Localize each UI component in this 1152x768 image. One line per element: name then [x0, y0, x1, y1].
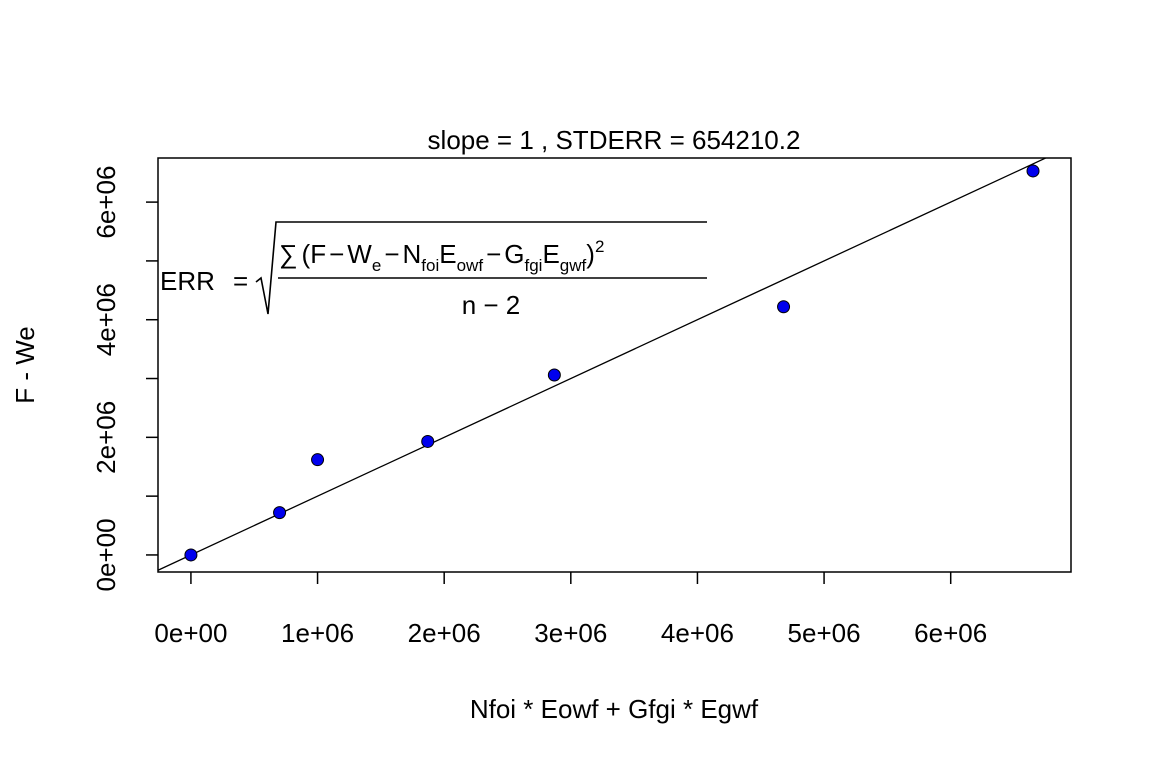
fit-line	[158, 158, 1048, 571]
minus-2: −	[384, 239, 399, 269]
minus-1: −	[329, 239, 344, 269]
x-tick-label: 5e+06	[788, 618, 861, 648]
x-tick-label: 0e+00	[154, 618, 227, 648]
sum-symbol: ∑	[279, 239, 298, 269]
term-e2-sub: gwf	[560, 256, 587, 275]
denominator: n − 2	[462, 290, 521, 320]
term-n-sub: foi	[421, 256, 439, 275]
data-point	[421, 434, 435, 448]
term-g: G	[504, 239, 524, 269]
term-g-sub: fgi	[524, 256, 542, 275]
y-axis-label: F - We	[10, 326, 40, 404]
chart-title: slope = 1 , STDERR = 654210.2	[428, 125, 801, 155]
plot-frame	[157, 157, 1072, 573]
data-point	[1026, 164, 1040, 178]
y-axis: 0e+00 2e+06 4e+06 6e+06	[91, 166, 158, 591]
x-tick-label: 4e+06	[661, 618, 734, 648]
term-e2: E	[542, 239, 559, 269]
data-point	[547, 368, 561, 382]
x-tick-label: 1e+06	[281, 618, 354, 648]
close-paren: )	[586, 239, 595, 269]
data-point	[311, 453, 325, 467]
data-point	[184, 548, 198, 562]
open-paren: (	[302, 239, 311, 269]
power-two: 2	[595, 237, 604, 256]
y-tick-label: 4e+06	[91, 283, 121, 356]
err-equation: ERR = ∑ (F − We − NfoiEowf − GfgiEgwf)2 n − 2	[160, 221, 707, 320]
x-axis: 0e+00 1e+06 2e+06 3e+06 4e+06 5e+06 6e+06	[154, 572, 987, 648]
x-tick-label: 3e+06	[534, 618, 607, 648]
fit-line-group	[158, 158, 1048, 571]
term-w-sub: e	[372, 256, 381, 275]
data-point	[273, 506, 287, 520]
x-axis-label: Nfoi * Eowf + Gfgi * Egwf	[470, 694, 759, 724]
y-tick-label: 0e+00	[91, 518, 121, 591]
numerator: ∑ (F − We − NfoiEowf − GfgiEgwf)2	[279, 237, 604, 275]
term-n: N	[403, 239, 422, 269]
equation-lhs: ERR	[160, 266, 215, 296]
term-e1: E	[439, 239, 456, 269]
term-e1-sub: owf	[457, 256, 484, 275]
minus-3: −	[486, 239, 501, 269]
x-tick-label: 2e+06	[408, 618, 481, 648]
y-tick-label: 6e+06	[91, 166, 121, 239]
equation-equals: =	[233, 266, 248, 296]
data-point	[777, 300, 791, 314]
data-points	[184, 164, 1040, 562]
x-tick-label: 6e+06	[914, 618, 987, 648]
term-w: W	[347, 239, 372, 269]
y-tick-label: 2e+06	[91, 401, 121, 474]
radical-sign	[255, 221, 707, 315]
term-f: F	[310, 239, 326, 269]
